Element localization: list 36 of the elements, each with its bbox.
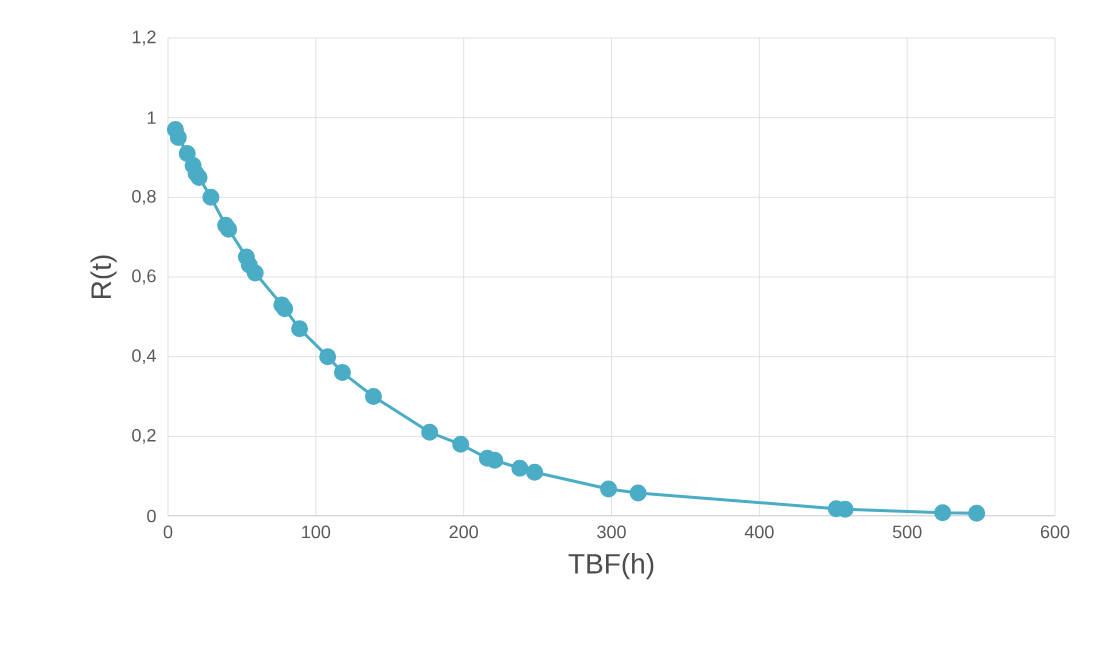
x-tick-label: 300	[597, 525, 626, 539]
point	[319, 348, 337, 366]
point	[600, 480, 618, 498]
y-tick-label: 0,8	[132, 189, 156, 205]
x-axis-title: TBF(h)	[568, 553, 654, 580]
x-tick-label: 100	[302, 525, 331, 539]
point	[220, 220, 238, 238]
point	[511, 459, 529, 477]
point	[968, 504, 986, 522]
point	[169, 129, 187, 147]
point	[190, 168, 208, 186]
point	[934, 504, 952, 522]
point	[629, 484, 647, 502]
point	[486, 451, 504, 469]
point	[421, 423, 439, 441]
y-axis-title: R(t)	[90, 255, 117, 299]
y-tick-label: 0	[147, 509, 156, 523]
point	[178, 145, 196, 163]
x-tick-label: 200	[449, 525, 478, 539]
point	[526, 463, 544, 481]
x-tick-label: 500	[892, 525, 922, 539]
y-tick-label: 1,2	[132, 30, 156, 46]
y-tick-label: 0,2	[132, 428, 156, 444]
x-tick-label: 400	[744, 525, 774, 539]
y-tick-label: 0,4	[132, 349, 156, 365]
y-tick-label: 0,6	[132, 269, 156, 285]
y-tick-label: 1	[147, 111, 156, 124]
point	[333, 364, 351, 382]
point	[364, 388, 382, 405]
point	[276, 300, 294, 318]
x-tick-label: 600	[1040, 525, 1070, 539]
point	[291, 320, 309, 338]
x-tick-label: 0	[163, 525, 173, 539]
point	[452, 435, 470, 453]
point	[246, 264, 264, 282]
point	[202, 188, 220, 206]
